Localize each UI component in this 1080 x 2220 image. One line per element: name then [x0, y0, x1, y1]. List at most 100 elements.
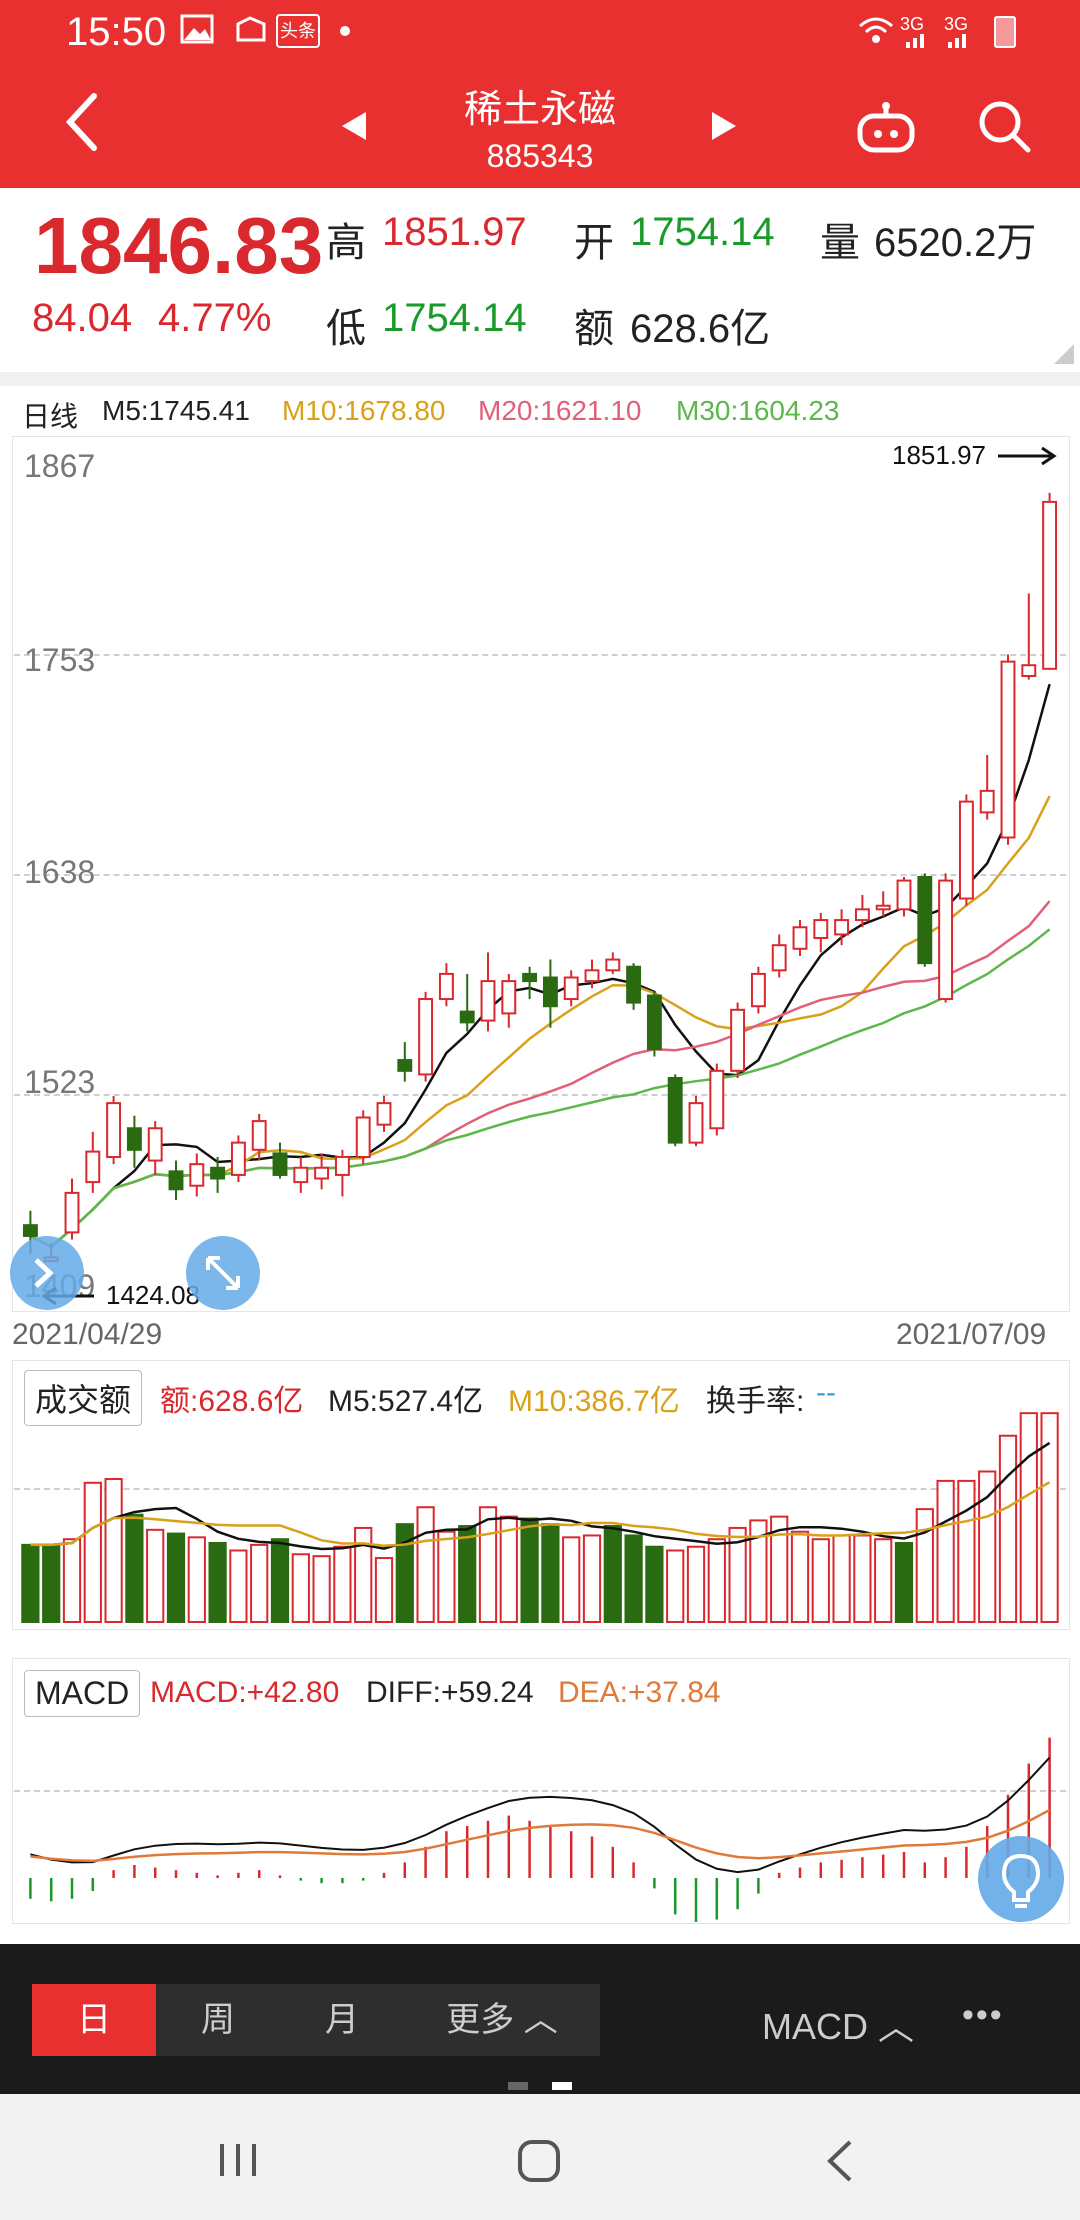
volume-bar — [125, 1513, 144, 1623]
notification-icon — [234, 14, 268, 49]
candle-body — [106, 1102, 122, 1158]
candle-body — [938, 879, 954, 1001]
stock-title: 稀土永磁 — [463, 89, 616, 131]
tab-week[interactable]: 周 — [201, 2001, 235, 2039]
candle-body — [834, 919, 850, 936]
candle-body — [418, 998, 434, 1076]
expand-icon[interactable] — [186, 1236, 260, 1310]
volume-m5: M5:527.4亿 — [328, 1385, 484, 1418]
volume-chart[interactable] — [12, 1360, 1068, 1628]
volume-bar — [811, 1538, 830, 1623]
volume-bar — [853, 1534, 872, 1623]
volume-panel[interactable] — [12, 1360, 1070, 1630]
robot-icon[interactable] — [856, 100, 916, 159]
section-divider — [0, 372, 1080, 386]
volume-bar — [146, 1528, 165, 1623]
app-header — [0, 0, 1080, 188]
volume-bar — [291, 1553, 310, 1623]
wifi-icon — [856, 14, 896, 51]
candle-body — [896, 879, 912, 911]
period-label: 日线 — [22, 401, 79, 432]
volume-bar — [894, 1541, 914, 1623]
volume-bar — [936, 1479, 955, 1624]
candle-body — [314, 1166, 330, 1180]
page-dot-active — [552, 2082, 572, 2090]
candle-body — [688, 1102, 704, 1144]
candle-body — [168, 1170, 184, 1191]
turnover-value: -- — [816, 1376, 836, 1409]
candle-body — [771, 944, 787, 972]
nav-back-icon[interactable] — [824, 2138, 856, 2189]
candle-body — [854, 908, 870, 922]
candle-body — [813, 919, 829, 940]
ma5-line — [29, 683, 1051, 1249]
macd-panel[interactable] — [12, 1658, 1070, 1924]
signal-icon — [904, 32, 984, 53]
dot-icon — [340, 26, 350, 36]
volume-label: 量 — [820, 221, 860, 265]
volume-bar — [603, 1525, 622, 1623]
candle-body — [542, 976, 558, 1008]
candlestick-chart[interactable] — [12, 436, 1068, 1310]
volume-bar — [582, 1534, 602, 1623]
candle-body — [376, 1102, 392, 1126]
max-price-label: 1851.97 — [892, 440, 986, 470]
max-arrow-icon — [996, 440, 1060, 475]
more-options-icon[interactable]: ••• — [962, 1996, 1004, 2034]
volume-bar — [374, 1557, 394, 1624]
volume-bar — [62, 1538, 82, 1623]
volume-bar — [187, 1536, 206, 1624]
tab-day[interactable]: 日 — [32, 1984, 156, 2056]
candle-body — [85, 1150, 101, 1184]
back-icon[interactable] — [62, 92, 102, 157]
candle-body — [917, 876, 933, 965]
tab-more[interactable]: 更多 ︿ — [446, 2001, 558, 2039]
candle-body — [1021, 664, 1037, 677]
y-axis-label: 1753 — [24, 642, 96, 678]
volume-indicator-button[interactable]: 成交额 — [24, 1370, 143, 1426]
volume-bar — [790, 1530, 810, 1623]
tab-month[interactable]: 月 — [325, 2001, 359, 2039]
volume-bar — [478, 1506, 498, 1623]
volume-bar — [520, 1517, 539, 1623]
candle-body — [397, 1059, 413, 1072]
gridline — [14, 654, 1066, 656]
volume-bar — [354, 1526, 373, 1623]
next-stock-icon[interactable] — [710, 110, 738, 147]
candle-body — [272, 1152, 288, 1176]
prev-stock-icon[interactable] — [340, 110, 368, 147]
volume-m10: M10:386.7亿 — [508, 1385, 680, 1418]
volume-bar — [208, 1541, 227, 1623]
volume-bar — [666, 1549, 685, 1623]
recent-apps-icon[interactable] — [216, 2140, 260, 2185]
dea-line — [30, 1808, 1051, 1863]
price-change-pct: 4.77% — [158, 296, 272, 340]
volume-bar — [728, 1526, 747, 1623]
candle-body — [147, 1127, 163, 1162]
volume-bar — [770, 1515, 789, 1624]
indicator-selector[interactable]: MACD ︿ — [762, 2006, 914, 2047]
drag-handle[interactable] — [10, 1236, 84, 1310]
ma20-label: M20:1621.10 — [478, 395, 642, 426]
ma30-label: M30:1604.23 — [676, 395, 840, 426]
candle-body — [626, 965, 642, 1004]
open-label: 开 — [574, 221, 614, 265]
toutiao-icon: 头条 — [276, 14, 320, 48]
candle-body — [750, 972, 766, 1008]
candle-body — [459, 1010, 475, 1024]
lightbulb-icon[interactable] — [978, 1836, 1064, 1922]
macd-indicator-button[interactable]: MACD — [24, 1670, 141, 1717]
kline-panel[interactable] — [12, 436, 1070, 1312]
last-price: 1846.83 — [34, 201, 324, 290]
diff-line — [30, 1756, 1051, 1874]
search-icon[interactable] — [976, 98, 1032, 159]
home-icon[interactable] — [516, 2138, 562, 2189]
candle-body — [501, 980, 517, 1015]
expand-corner-icon[interactable] — [1054, 344, 1074, 369]
volume-bar — [1019, 1412, 1038, 1623]
image-icon — [180, 14, 214, 52]
candle-body — [230, 1141, 246, 1176]
macd-chart[interactable] — [12, 1658, 1068, 1922]
candle-body — [293, 1166, 309, 1184]
amount-label: 额 — [574, 307, 614, 351]
